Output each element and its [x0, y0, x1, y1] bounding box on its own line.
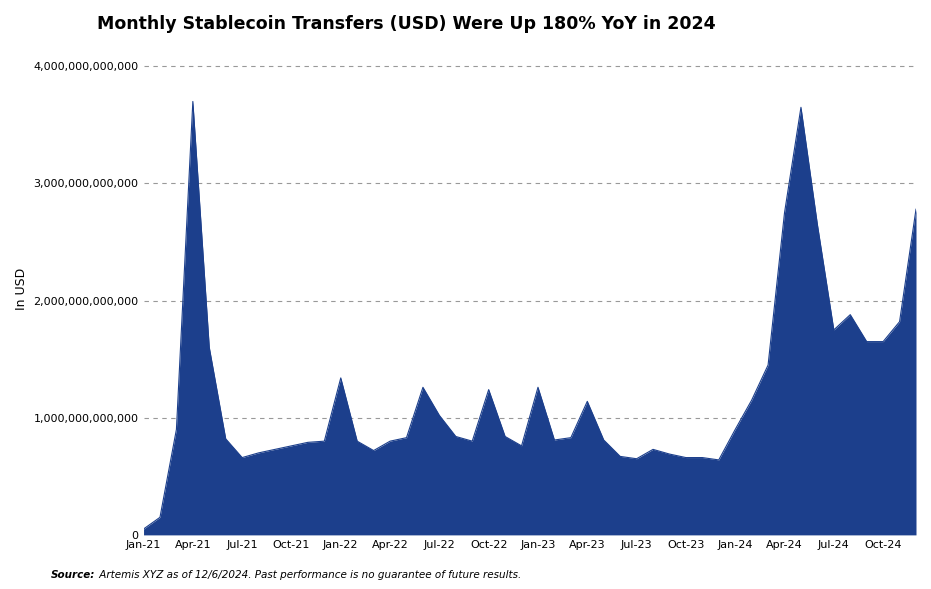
Text: Monthly Stablecoin Transfers (USD) Were Up 180% YoY in 2024: Monthly Stablecoin Transfers (USD) Were …	[97, 15, 716, 33]
Text: Source:: Source:	[51, 570, 96, 580]
Text: Artemis XYZ as of 12/6/2024. Past performance is no guarantee of future results.: Artemis XYZ as of 12/6/2024. Past perfor…	[96, 570, 521, 580]
Y-axis label: In USD: In USD	[15, 268, 28, 310]
